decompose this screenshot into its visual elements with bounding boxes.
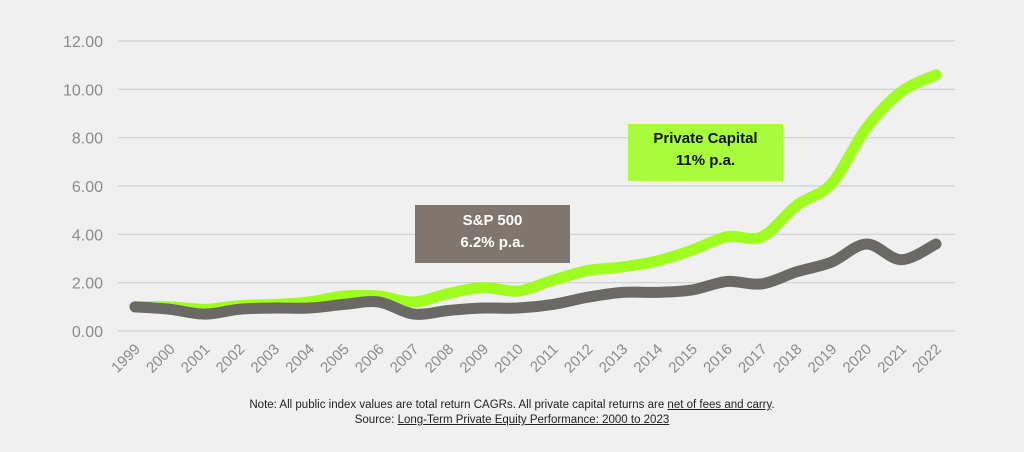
footnote: Note: All public index values are total … [0,399,1024,411]
x-tick-label: 2006 [352,341,388,377]
x-tick-label: 2005 [317,341,353,377]
x-tick-label: 2004 [282,341,318,377]
x-tick-label: 2007 [387,341,423,377]
x-tick-label: 2010 [491,341,527,377]
x-tick-label: 2019 [805,341,841,377]
y-tick-label: 10.00 [63,82,103,99]
x-tick-label: 2021 [874,341,910,377]
private-capital-callout: Private Capital 11% p.a. [628,124,783,181]
y-tick-label: 6.00 [72,179,103,196]
x-tick-label: 2014 [631,341,667,377]
y-tick-label: 4.00 [72,227,103,244]
note-suffix: . [771,399,775,411]
source-link[interactable]: Long-Term Private Equity Performance: 20… [397,414,670,426]
x-tick-label: 2018 [770,341,806,377]
x-tick-label: 2013 [596,341,632,377]
x-tick-label: 2017 [735,341,771,377]
x-tick-label: 2015 [665,341,701,377]
x-tick-label: 2012 [561,341,597,377]
source-line: Source: Long-Term Private Equity Perform… [0,414,1024,426]
callout-title: Private Capital [653,130,758,147]
series-line-private-capital [129,69,942,315]
x-tick-label: 2011 [527,341,562,376]
sp500-callout: S&P 500 6.2% p.a. [415,205,570,263]
callout-rate: 6.2% p.a. [460,234,525,251]
x-tick-label: 2008 [422,341,458,377]
y-tick-label: 0.00 [72,324,103,341]
callout-title: S&P 500 [462,212,523,229]
x-tick-label: 2001 [178,341,214,377]
y-tick-label: 2.00 [72,276,103,293]
x-tick-label: 2000 [143,341,179,377]
x-tick-label: 2020 [840,341,876,377]
y-tick-label: 8.00 [72,131,103,148]
callout-rate: 11% p.a. [675,152,736,169]
x-tick-label: 2002 [213,341,249,377]
x-tick-label: 2016 [700,341,736,377]
y-tick-label: 12.00 [63,34,103,51]
x-tick-label: 2003 [248,341,284,377]
x-tick-label: 1999 [108,341,144,377]
x-tick-label: 2022 [909,341,945,377]
source-label: Source: [354,414,398,426]
note-text: Note: All public index values are total … [249,399,668,411]
x-tick-label: 2009 [456,341,492,377]
series-line-s-p-500 [129,238,942,320]
net-of-fees-link[interactable]: net of fees and carry [667,399,772,411]
